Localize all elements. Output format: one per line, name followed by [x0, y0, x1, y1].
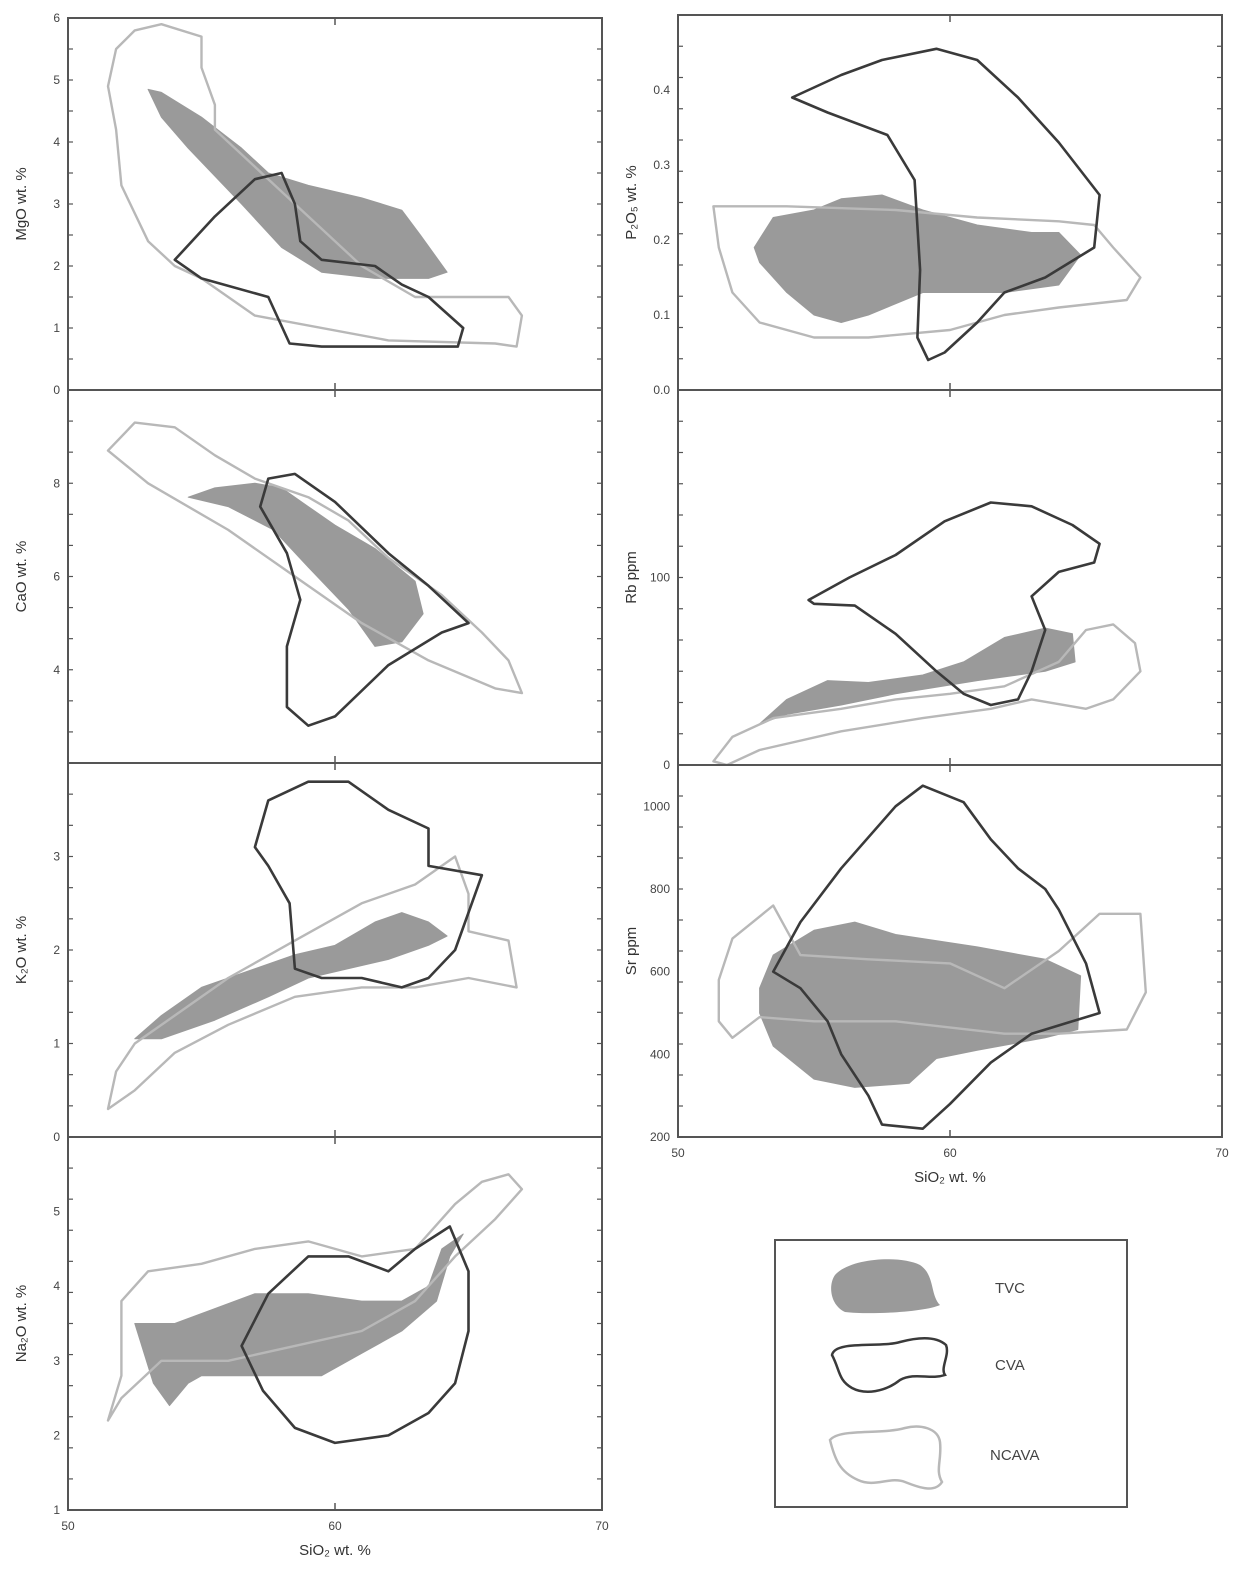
legend-label-tvc: TVC [995, 1280, 1025, 1297]
panel-sr: 200 400 600 800 1000 50 60 70 Sr ppm SiO₂ wt. % [623, 764, 1229, 1186]
y-tick-label: 0 [53, 1130, 60, 1144]
y-axis-title: MgO wt. % [13, 167, 30, 240]
legend-swatch-tvc [831, 1259, 940, 1314]
legend-swatch-cva [830, 1337, 949, 1393]
region-cva-p2o5 [790, 47, 1101, 362]
legend-swatch-ncava [828, 1425, 944, 1490]
y-tick-label: 2 [53, 259, 60, 273]
y-tick-label: 200 [650, 1130, 670, 1144]
region-ncava-k2o [106, 855, 518, 1111]
y-axis-title: Sr ppm [623, 927, 640, 975]
region-tvc-na2o [134, 1233, 464, 1407]
panel-sr-regions [717, 784, 1147, 1130]
legend-label-ncava: NCAVA [990, 1447, 1039, 1464]
y-tick-label: 400 [650, 1047, 670, 1061]
region-ncava-na2o [106, 1173, 524, 1422]
panel-p2o5-frame [677, 14, 1223, 391]
y-tick-label: 0 [53, 383, 60, 397]
y-tick-label: 3 [53, 850, 60, 864]
region-cva-rb [807, 501, 1101, 707]
panel-rb-regions [712, 501, 1142, 765]
y-tick-label: 0 [663, 758, 670, 772]
panel-na2o: 1 2 3 4 5 50 60 70 Na₂O wt. % SiO₂ wt. % [13, 1136, 609, 1559]
chart-panels: 0 1 2 3 4 5 6 MgO wt. % 4 6 8 CaO wt. % 0 1 2 3 K₂O wt. … [13, 11, 1229, 1559]
y-tick-label: 2 [53, 1428, 60, 1442]
region-tvc-rb [759, 627, 1076, 725]
region-ncava-rb [712, 623, 1142, 765]
y-tick-label: 3 [53, 197, 60, 211]
y-tick-label: 5 [53, 73, 60, 87]
y-axis-title: K₂O wt. % [13, 916, 30, 984]
panel-mgo-regions [106, 23, 524, 348]
y-tick-label: 1 [53, 1037, 60, 1051]
y-tick-label: 1000 [643, 799, 670, 813]
y-tick-label: 4 [53, 663, 60, 677]
y-tick-label: 0.3 [653, 158, 670, 172]
x-axis-title: SiO₂ wt. % [914, 1169, 986, 1186]
y-tick-label: 6 [53, 11, 60, 25]
region-ncava-p2o5 [712, 205, 1142, 339]
panel-cao: 4 6 8 CaO wt. % [13, 389, 603, 764]
x-tick-label: 50 [671, 1146, 685, 1160]
panel-na2o-regions [106, 1173, 524, 1445]
x-tick-label: 70 [595, 1519, 609, 1533]
x-tick-label: 50 [61, 1519, 75, 1533]
legend: TVC CVA NCAVA [774, 1239, 1128, 1508]
region-cva-mgo [173, 171, 465, 348]
y-axis-title: Na₂O wt. % [13, 1285, 30, 1363]
y-tick-label: 800 [650, 882, 670, 896]
region-cva-na2o [240, 1225, 470, 1445]
region-ncava-mgo [106, 23, 524, 348]
region-cva-cao [258, 472, 470, 727]
x-tick-label: 70 [1215, 1146, 1229, 1160]
region-cva-sr [771, 784, 1101, 1130]
region-cva-k2o [253, 780, 484, 989]
panel-k2o-regions [106, 780, 518, 1111]
panel-rb: 0 100 Rb ppm [623, 389, 1223, 772]
y-tick-label: 0.1 [653, 308, 670, 322]
x-tick-label: 60 [328, 1519, 342, 1533]
y-tick-label: 8 [53, 476, 60, 490]
y-axis-title: P₂O₅ wt. % [623, 165, 640, 239]
y-tick-label: 5 [53, 1205, 60, 1219]
y-tick-label: 2 [53, 943, 60, 957]
y-tick-label: 0.4 [653, 83, 670, 97]
region-tvc-cao [187, 482, 424, 647]
y-tick-label: 1 [53, 321, 60, 335]
panel-rb-frame [677, 389, 1223, 766]
legend-box [774, 1239, 1128, 1508]
panel-k2o: 0 1 2 3 K₂O wt. % [13, 762, 603, 1144]
y-tick-label: 4 [53, 1279, 60, 1293]
y-tick-label: 6 [53, 570, 60, 584]
y-tick-label: 0.0 [653, 383, 670, 397]
panel-cao-regions [106, 421, 524, 727]
region-tvc-mgo [147, 88, 448, 279]
y-tick-label: 4 [53, 135, 60, 149]
y-axis-title: Rb ppm [623, 551, 640, 604]
y-tick-label: 3 [53, 1354, 60, 1368]
y-axis-title: CaO wt. % [13, 541, 30, 613]
panel-mgo: 0 1 2 3 4 5 6 MgO wt. % [13, 11, 603, 397]
y-tick-label: 0.2 [653, 233, 670, 247]
legend-label-cva: CVA [995, 1357, 1025, 1374]
region-tvc-k2o [134, 912, 448, 1040]
region-tvc-sr [759, 921, 1082, 1088]
panel-p2o5-regions [712, 47, 1142, 362]
x-tick-label: 60 [943, 1146, 957, 1160]
y-tick-label: 600 [650, 965, 670, 979]
y-tick-label: 1 [53, 1503, 60, 1517]
y-tick-label: 100 [650, 571, 670, 585]
x-axis-title: SiO₂ wt. % [299, 1542, 371, 1559]
panel-p2o5: 0.0 0.1 0.2 0.3 0.4 P₂O₅ wt. % [623, 14, 1223, 397]
